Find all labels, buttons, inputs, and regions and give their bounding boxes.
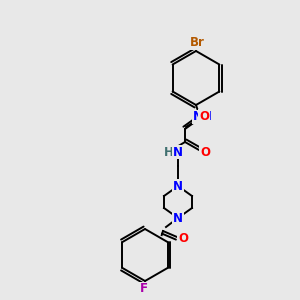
- Text: O: O: [200, 146, 210, 158]
- Text: N: N: [173, 146, 183, 158]
- Text: O: O: [199, 110, 209, 122]
- Text: Br: Br: [190, 37, 204, 50]
- Text: F: F: [140, 283, 148, 296]
- Text: H: H: [164, 146, 174, 158]
- Text: N: N: [173, 212, 183, 224]
- Text: O: O: [178, 232, 188, 244]
- Text: N: N: [173, 179, 183, 193]
- Text: NH: NH: [193, 110, 213, 124]
